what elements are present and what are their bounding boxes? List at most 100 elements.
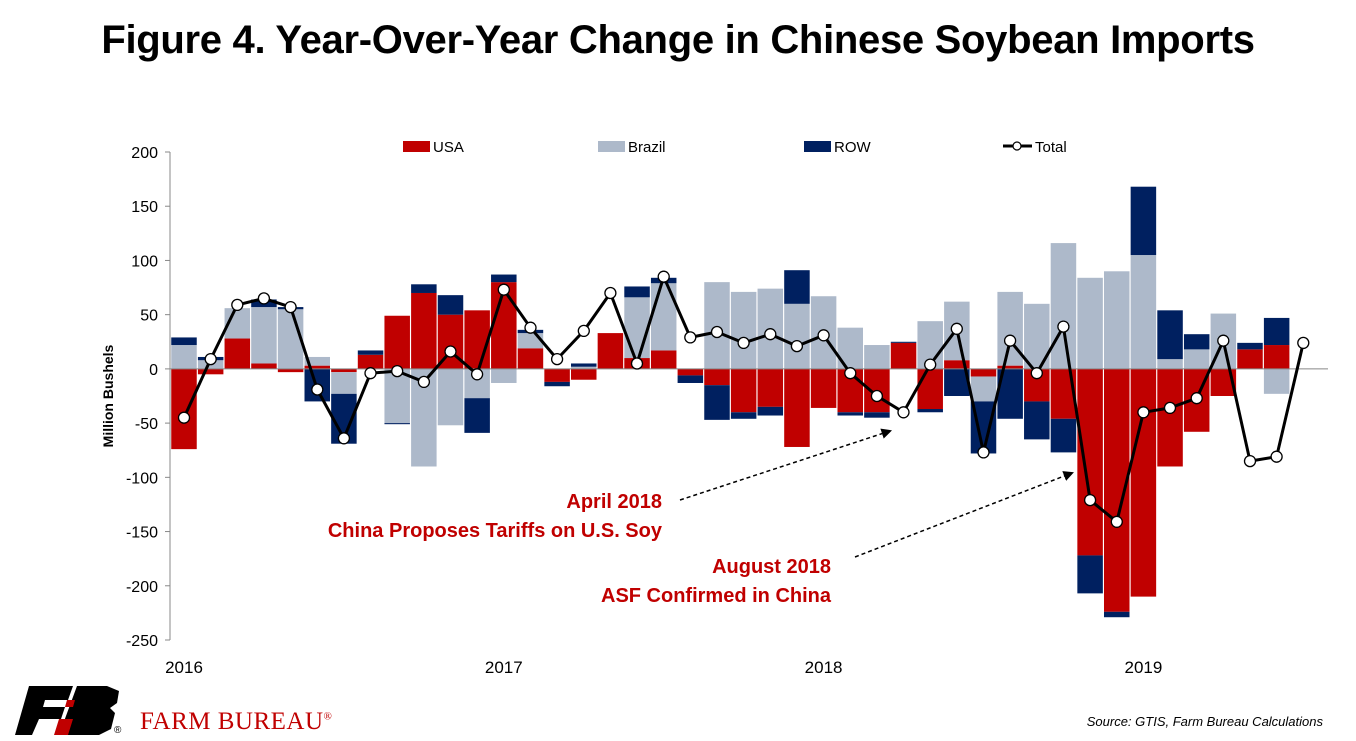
- bar-brazil: [970, 376, 997, 402]
- bar-row: [411, 284, 437, 293]
- legend-swatch-usa: [403, 141, 430, 152]
- total-point: [204, 352, 217, 366]
- total-point: [417, 375, 431, 389]
- bar-brazil: [1077, 277, 1103, 369]
- bar-brazil: [437, 368, 464, 426]
- total-point: [284, 300, 297, 314]
- bar-row: [784, 270, 810, 304]
- bar-brazil: [251, 307, 277, 364]
- total-point: [657, 270, 670, 283]
- legend-swatch-brazil: [598, 141, 625, 152]
- total-point: [1110, 515, 1123, 528]
- bar-row: [624, 286, 650, 298]
- bar-row: [730, 412, 757, 419]
- legend-label: Brazil: [628, 139, 666, 156]
- total-point: [231, 298, 244, 312]
- bar-brazil: [1263, 368, 1290, 394]
- bar-brazil: [624, 297, 650, 359]
- farm-bureau-logo-icon: ®: [15, 686, 122, 736]
- bar-usa: [784, 368, 810, 447]
- bar-usa: [224, 338, 251, 369]
- bar-usa: [1157, 368, 1183, 467]
- bar-usa: [597, 333, 624, 369]
- bar-row: [544, 381, 570, 387]
- bar-row: [171, 337, 197, 346]
- bar-usa: [704, 368, 730, 386]
- bar-brazil: [384, 368, 410, 424]
- bar-row: [1183, 334, 1210, 350]
- bar-brazil: [1104, 271, 1130, 369]
- axes-group: 200 150 100 50 0 -50 -100 -150 -200 -250 2016 2017 2…: [100, 145, 1328, 677]
- bar-usa: [357, 354, 384, 369]
- y-tick-label: 100: [131, 253, 158, 270]
- bar-usa: [544, 368, 570, 382]
- bar-row: [357, 350, 384, 355]
- total-point: [391, 364, 404, 378]
- bar-usa: [517, 348, 544, 369]
- bar-brazil: [171, 345, 197, 369]
- legend-label: ROW: [834, 139, 872, 156]
- total-point: [737, 336, 750, 350]
- total-point: [870, 389, 884, 403]
- bar-usa: [197, 368, 224, 375]
- x-year-label: 2019: [1124, 658, 1162, 677]
- bar-brazil: [1050, 243, 1077, 369]
- annotation-arrow: [679, 428, 892, 501]
- x-year-label: 2016: [165, 658, 203, 677]
- x-year-label: 2018: [805, 658, 843, 677]
- total-point: [1190, 392, 1203, 405]
- y-tick-label: 0: [149, 362, 158, 379]
- bar-usa: [757, 368, 784, 407]
- bar-brazil: [331, 372, 357, 394]
- bar-row: [464, 398, 490, 433]
- total-point: [604, 286, 617, 300]
- bar-row: [1157, 310, 1183, 360]
- total-point: [764, 328, 777, 341]
- bar-row: [890, 341, 917, 343]
- annotations-group: April 2018 China Proposes Tariffs on U.S.…: [328, 428, 1074, 607]
- bar-usa: [171, 368, 197, 450]
- total-point: [550, 352, 564, 366]
- bar-brazil: [784, 303, 810, 369]
- annotation-line: ASF Confirmed in China: [601, 585, 832, 607]
- total-point: [924, 358, 937, 371]
- annotation-arrow: [854, 471, 1074, 558]
- total-point: [364, 367, 377, 380]
- bar-usa: [1263, 345, 1290, 369]
- total-point: [1030, 367, 1043, 380]
- bar-usa: [331, 368, 357, 373]
- bar-row: [757, 406, 784, 416]
- bars-group: [171, 186, 1290, 618]
- total-point: [1137, 406, 1150, 419]
- legend-label: Total: [1035, 139, 1067, 156]
- total-point: [950, 322, 963, 335]
- bar-row: [1130, 186, 1157, 256]
- bar-row: [837, 412, 863, 416]
- bar-usa: [411, 292, 437, 369]
- bar-row: [1050, 418, 1077, 453]
- total-point: [257, 292, 271, 305]
- chart-title: Figure 4. Year-Over-Year Change in Chine…: [101, 18, 1255, 62]
- legend: USA Brazil ROW Total: [403, 139, 1067, 156]
- legend-swatch-row: [804, 141, 831, 152]
- bar-usa: [571, 368, 597, 380]
- bar-usa: [944, 360, 970, 369]
- bar-usa: [491, 282, 517, 369]
- total-point: [790, 339, 804, 353]
- bar-brazil: [730, 291, 757, 369]
- total-point: [1083, 493, 1097, 507]
- bar-row: [917, 409, 943, 413]
- bar-usa: [917, 368, 943, 410]
- total-point: [1270, 450, 1283, 463]
- bar-brazil: [1130, 255, 1157, 369]
- total-point: [710, 325, 724, 339]
- y-tick-label: -100: [126, 470, 158, 487]
- total-point: [1163, 401, 1177, 415]
- bar-usa: [1077, 368, 1103, 556]
- total-point: [337, 432, 351, 445]
- bar-brazil: [997, 291, 1023, 366]
- bar-brazil: [571, 366, 597, 369]
- bar-usa: [970, 368, 997, 377]
- bar-brazil: [277, 309, 304, 369]
